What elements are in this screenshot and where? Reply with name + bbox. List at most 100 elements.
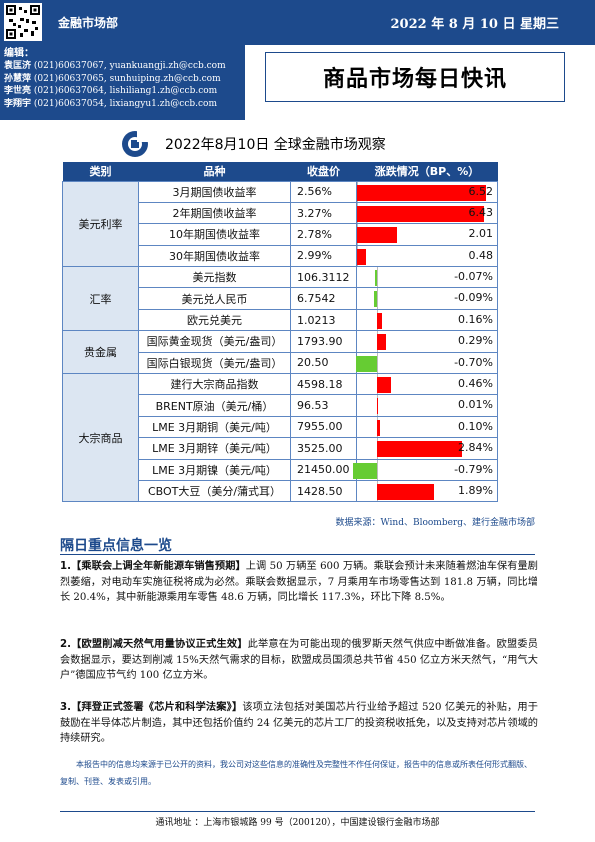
bar-axis <box>377 352 378 374</box>
change-bar <box>377 419 380 436</box>
change-value: -0.09% <box>454 291 493 305</box>
table-body: 美元利率 3月期国债收益率 2.56% 6.52 2年期国债收益率 3.27% 6.43 10… <box>62 180 498 503</box>
table-row: LME 3月期镍（美元/吨） 21450.00 -0.79% <box>63 458 498 481</box>
change-bar <box>377 334 386 351</box>
close-cell: 1.0213 <box>290 308 357 332</box>
bar-axis <box>377 288 378 309</box>
table-row: 美元兑人民币 6.7542 -0.09% <box>63 287 498 310</box>
qr-code-icon <box>4 3 42 41</box>
item-cell: LME 3月期锌（美元/吨） <box>138 437 291 460</box>
editor-email[interactable]: yuankuangji.zh@ccb.com <box>109 61 226 71</box>
editor-row: 袁匡济 (021)60637067, yuankuangji.zh@ccb.co… <box>4 60 241 73</box>
editor-name: 李世亮 <box>4 86 32 96</box>
close-cell: 96.53 <box>290 394 357 417</box>
change-bar <box>353 462 377 479</box>
news-headline: 【拜登正式签署《芯片和科学法案》】 <box>70 702 243 713</box>
close-cell: 2.78% <box>290 223 357 246</box>
col-header: 涨跌情况（BP、%） <box>356 162 498 181</box>
close-cell: 3525.00 <box>290 437 357 460</box>
table-row: 2年期国债收益率 3.27% 6.43 <box>63 201 498 225</box>
category-cell: 汇率 <box>62 266 139 332</box>
table-row: LME 3月期锌（美元/吨） 3525.00 2.84% <box>63 437 498 460</box>
change-cell: -0.70% <box>356 351 498 375</box>
change-value: 1.89% <box>458 483 493 497</box>
data-source: 数据来源：Wind、Bloomberg、建行金融市场部 <box>335 518 535 528</box>
editor-phone: (021)60637054, <box>33 98 107 109</box>
close-cell: 1428.50 <box>290 479 357 503</box>
disclaimer: 本报告中的信息均来源于已公开的资料，我公司对这些信息的准确性及完整性不作任何保证… <box>60 760 532 786</box>
editor-title: 编辑： <box>4 48 34 59</box>
close-cell: 1793.90 <box>290 330 357 353</box>
header-bar: 金融市场部 2022 年 8 月 10 日 星期三 <box>0 0 595 45</box>
editor-row: 李世亮 (021)60637064, lishiliang1.zh@ccb.co… <box>4 85 241 98</box>
editor-name: 袁匡济 <box>4 61 32 71</box>
ccb-logo-icon <box>121 130 149 158</box>
change-value: 2.01 <box>468 227 494 241</box>
bar-axis <box>377 267 378 288</box>
change-value: 0.16% <box>458 312 493 326</box>
close-cell: 106.3112 <box>290 266 357 289</box>
news-headline: 【欧盟削减天然气用量协议正式生效】 <box>70 639 248 650</box>
news-headline: 【乘联会上调全年新能源车销售预期】 <box>70 561 246 572</box>
table-row: 国际白银现货（美元/盎司） 20.50 -0.70% <box>63 351 498 375</box>
change-cell: 6.52 <box>356 180 498 203</box>
change-bar <box>374 291 377 308</box>
change-value: 0.10% <box>458 419 493 433</box>
editor-email[interactable]: lixiangyu1.zh@ccb.com <box>109 98 217 109</box>
change-value: 0.29% <box>458 334 493 348</box>
change-cell: 0.16% <box>356 308 498 332</box>
editor-phone: (021)60637067, <box>33 61 107 71</box>
item-cell: 3月期国债收益率 <box>138 180 291 203</box>
close-cell: 4598.18 <box>290 373 357 396</box>
change-cell: 0.01% <box>356 394 498 417</box>
item-cell: CBOT大豆（美分/蒲式耳） <box>138 479 291 503</box>
footer-address: 通讯地址 ：上海市银城路 99 号（200120），中国建设银行金融市场部 <box>155 818 440 828</box>
table-header-row: 类别 品种 收盘价 涨跌情况（BP、%） <box>62 162 498 181</box>
change-value: 0.01% <box>458 398 493 412</box>
table-row: 汇率 美元指数 106.3112 -0.07% <box>62 266 498 332</box>
table-row: 美元利率 3月期国债收益率 2.56% 6.52 <box>62 180 498 268</box>
close-cell: 20.50 <box>290 351 357 375</box>
item-cell: BRENT原油（美元/桶） <box>138 394 291 417</box>
editor-email[interactable]: sunhuiping.zh@ccb.com <box>109 73 221 84</box>
report-title: 商品市场每日快讯 <box>322 67 507 92</box>
change-bar <box>357 205 485 222</box>
change-bar <box>357 248 367 265</box>
department-name: 金融市场部 <box>58 16 119 30</box>
item-cell: LME 3月期镍（美元/吨） <box>138 458 291 481</box>
col-header: 收盘价 <box>290 162 357 181</box>
change-bar <box>356 355 377 372</box>
close-cell: 2.99% <box>290 244 357 268</box>
news-item: 2.【欧盟削减天然气用量协议正式生效】此举意在为可能出现的俄罗斯天然气供应中断做… <box>60 637 538 684</box>
change-cell: 2.01 <box>356 223 498 246</box>
change-bar <box>377 312 382 329</box>
news-item: 1.【乘联会上调全年新能源车销售预期】上调 50 万辆至 600 万辆。乘联会预… <box>60 559 538 606</box>
change-value: 0.46% <box>458 377 493 391</box>
editor-name: 孙慧萍 <box>4 73 32 84</box>
item-cell: 美元兑人民币 <box>138 287 291 310</box>
table-title: 2022年8月10日 全球金融市场观察 <box>165 137 386 153</box>
change-bar <box>377 398 378 415</box>
change-cell: 0.29% <box>356 330 498 353</box>
news-number: 2. <box>60 639 71 650</box>
editor-email[interactable]: lishiliang1.zh@ccb.com <box>109 86 218 96</box>
close-cell: 2.56% <box>290 180 357 203</box>
col-header: 类别 <box>62 162 139 181</box>
change-cell: -0.07% <box>356 266 498 289</box>
news-item: 3.【拜登正式签署《芯片和科学法案》】该项立法包括对美国芯片行业给予超过 520… <box>60 700 538 747</box>
item-cell: 2年期国债收益率 <box>138 201 291 225</box>
change-value: 6.43 <box>468 205 494 219</box>
editor-row: 孙慧萍 (021)60637065, sunhuiping.zh@ccb.com <box>4 73 241 86</box>
change-bar <box>374 270 377 287</box>
bar-axis <box>377 459 378 480</box>
change-value: -0.79% <box>454 462 493 476</box>
item-cell: 欧元兑美元 <box>138 308 291 332</box>
news-body: 此举意在为可能出现的俄罗斯天然气供应中断做准备。欧盟委员会数据显示，要达到削减 … <box>60 639 538 681</box>
change-value: 6.52 <box>468 184 494 198</box>
item-cell: 美元指数 <box>138 266 291 289</box>
editor-phone: (021)60637064, <box>33 86 107 96</box>
change-cell: 6.43 <box>356 201 498 225</box>
item-cell: LME 3月期铜（美元/吨） <box>138 415 291 439</box>
change-cell: 0.46% <box>356 373 498 396</box>
close-cell: 7955.00 <box>290 415 357 439</box>
